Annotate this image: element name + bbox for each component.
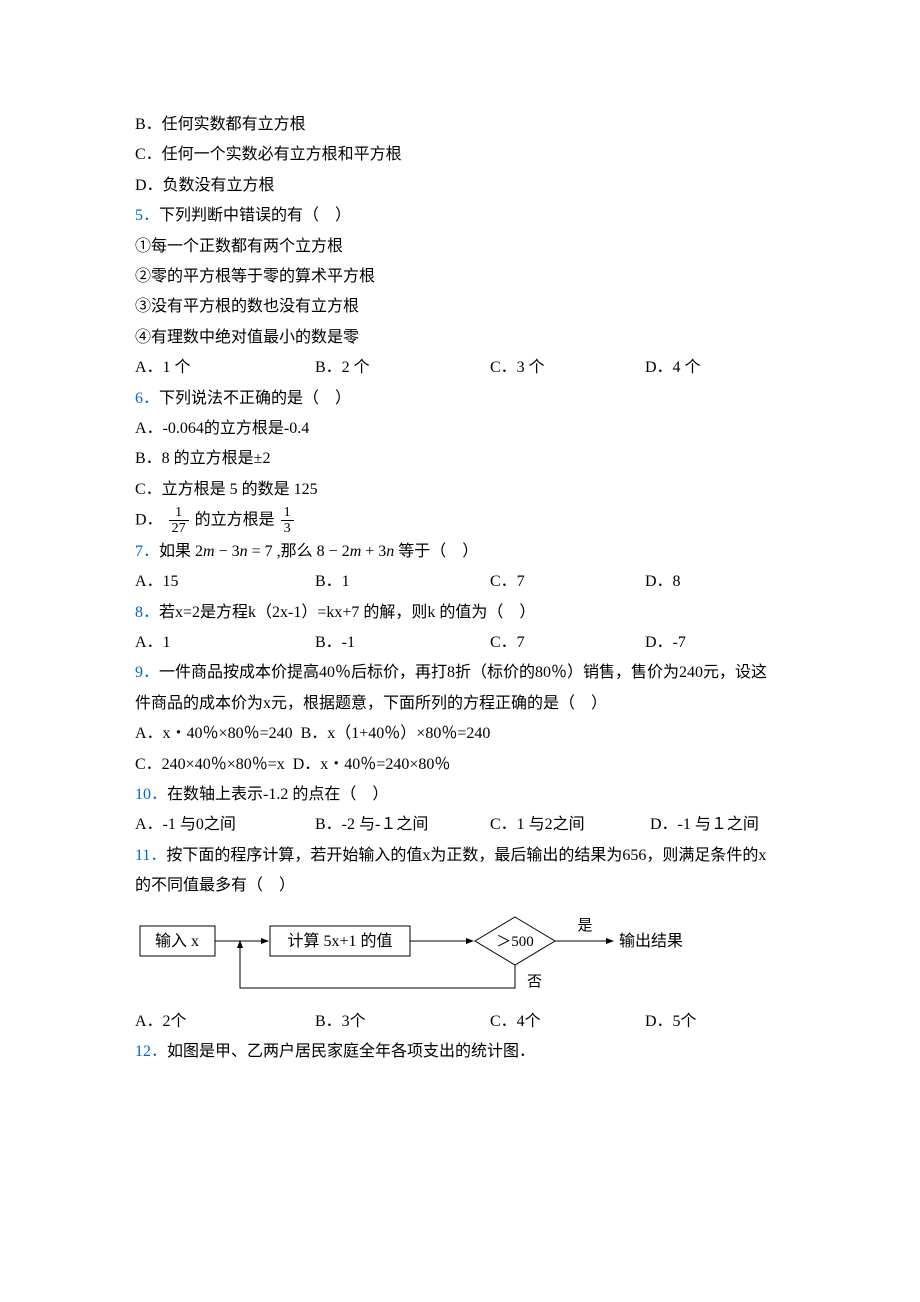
flow-no-label: 否 — [527, 974, 542, 990]
q7-m1: m — [203, 543, 215, 560]
q10-stem-text: 在数轴上表示-1.2 的点在（ ） — [167, 786, 388, 803]
q7-n1: n — [240, 543, 248, 560]
q7-e2a: 8 − 2 — [317, 543, 350, 560]
q9-stem1-text: 一件商品按成本价提高40％后标价，再打8折（标价的80％）销售，售价为240元，… — [159, 664, 767, 681]
q8-opt-c: C．7 — [490, 628, 645, 658]
flowchart-diagram: 输入 x 计算 5x+1 的值 ＞500 是 输出结果 否 — [135, 908, 785, 1003]
q9-stem2: 件商品的成本价为x元，根据题意，下面所列的方程正确的是（ ） — [135, 689, 785, 719]
q11-opt-c: C．4个 — [490, 1007, 645, 1037]
q10-opt-a: A．-1 与0之间 — [135, 810, 315, 840]
q9-opt-b: B．x（1+40％）×80％=240 — [301, 725, 491, 742]
q8-stem: 8．若x=2是方程k（2x-1）=kx+7 的解，则k 的值为（ ） — [135, 598, 785, 628]
q6-d-mid: 的立方根是 — [195, 512, 275, 529]
q9-opt-a: A．x・40％×80％=240 — [135, 725, 293, 742]
q7-opt-b: B．1 — [315, 567, 490, 597]
q11-opt-a: A．2个 — [135, 1007, 315, 1037]
fraction-1-27: 127 — [169, 505, 189, 537]
q9-stem1: 9．一件商品按成本价提高40％后标价，再打8折（标价的80％）销售，售价为240… — [135, 658, 785, 688]
q4-opt-b: B．任何实数都有立方根 — [135, 110, 785, 140]
q10-number: 10． — [135, 786, 167, 803]
exam-page: B．任何实数都有立方根 C．任何一个实数必有立方根和平方根 D．负数没有立方根 … — [0, 0, 920, 1127]
flow-box-calc-label: 计算 5x+1 的值 — [287, 931, 392, 950]
q10-opt-b: B．-2 与-１之间 — [315, 810, 490, 840]
q5-opt-b: B．2 个 — [315, 353, 490, 383]
q9-row1: A．x・40％×80％=240 B．x（1+40％）×80％=240 — [135, 719, 785, 749]
q9-opt-c: C．240×40％×80％=x — [135, 756, 285, 773]
q7-e2b: + 3 — [361, 543, 386, 560]
q8-stem-text: 若x=2是方程k（2x-1）=kx+7 的解，则k 的值为（ ） — [159, 604, 535, 621]
q10-stem: 10．在数轴上表示-1.2 的点在（ ） — [135, 780, 785, 810]
q8-opt-d: D．-7 — [645, 628, 785, 658]
q6-stem-text: 下列说法不正确的是（ ） — [159, 390, 351, 407]
q12-stem: 12．如图是甲、乙两户居民家庭全年各项支出的统计图． — [135, 1037, 785, 1067]
flow-yes-label: 是 — [577, 918, 592, 934]
q7-stem: 7．如果 2m − 3n = 7 ,那么 8 − 2m + 3n 等于（ ） — [135, 537, 785, 567]
q5-s3: ③没有平方根的数也没有立方根 — [135, 292, 785, 322]
q11-opt-b: B．3个 — [315, 1007, 490, 1037]
q7-opt-d: D．8 — [645, 567, 785, 597]
q5-s1: ①每一个正数都有两个立方根 — [135, 232, 785, 262]
q11-stem2: 的不同值最多有（ ） — [135, 871, 785, 901]
q5-s4: ④有理数中绝对值最小的数是零 — [135, 323, 785, 353]
q8-number: 8． — [135, 604, 159, 621]
frac-num: 1 — [281, 505, 294, 521]
q4-opt-c: C．任何一个实数必有立方根和平方根 — [135, 140, 785, 170]
q4-opt-d: D．负数没有立方根 — [135, 171, 785, 201]
flow-diamond-label: ＞500 — [496, 934, 534, 950]
fraction-1-3: 13 — [281, 505, 294, 537]
flow-box-input-label: 输入 x — [155, 932, 199, 950]
q5-s2: ②零的平方根等于零的算术平方根 — [135, 262, 785, 292]
q7-opt-c: C．7 — [490, 567, 645, 597]
q6-number: 6． — [135, 390, 159, 407]
q7-pre: 如果 — [159, 543, 195, 560]
q5-opt-d: D．4 个 — [645, 353, 785, 383]
q6-stem: 6．下列说法不正确的是（ ） — [135, 384, 785, 414]
q6-opt-d: D． 127 的立方根是 13 — [135, 505, 785, 537]
q5-stem-text: 下列判断中错误的有（ ） — [159, 207, 351, 224]
q5-number: 5． — [135, 207, 159, 224]
q5-opt-a: A．1 个 — [135, 353, 315, 383]
q6-opt-a: A．-0.064的立方根是-0.4 — [135, 414, 785, 444]
q9-row2: C．240×40％×80％=x D．x・40％=240×80％ — [135, 750, 785, 780]
frac-num: 1 — [169, 505, 189, 521]
q7-e1b: − 3 — [215, 543, 240, 560]
q8-opt-a: A．1 — [135, 628, 315, 658]
q9-number: 9． — [135, 664, 159, 681]
q7-opt-a: A．15 — [135, 567, 315, 597]
q8-opt-b: B．-1 — [315, 628, 490, 658]
q7-post: 等于（ ） — [394, 543, 478, 560]
q11-options: A．2个 B．3个 C．4个 D．5个 — [135, 1007, 785, 1037]
q6-d-pre: D． — [135, 512, 163, 529]
flowchart-svg: 输入 x 计算 5x+1 的值 ＞500 是 输出结果 否 — [135, 908, 695, 1003]
q5-opt-c: C．3 个 — [490, 353, 645, 383]
q7-number: 7． — [135, 543, 159, 560]
q7-e1c: = 7 — [248, 543, 273, 560]
q6-opt-c: C．立方根是 5 的数是 125 — [135, 475, 785, 505]
q11-opt-d: D．5个 — [645, 1007, 785, 1037]
frac-den: 27 — [169, 521, 189, 536]
q8-options: A．1 B．-1 C．7 D．-7 — [135, 628, 785, 658]
flow-output-label: 输出结果 — [619, 932, 683, 950]
q11-stem1: 11．按下面的程序计算，若开始输入的值x为正数，最后输出的结果为656，则满足条… — [135, 841, 785, 871]
q10-opt-d: D．-1 与１之间 — [650, 810, 785, 840]
q12-number: 12． — [135, 1043, 167, 1060]
frac-den: 3 — [281, 521, 294, 536]
q12-stem-text: 如图是甲、乙两户居民家庭全年各项支出的统计图． — [167, 1043, 535, 1060]
q9-opt-d: D．x・40％=240×80％ — [293, 756, 451, 773]
q7-m2: m — [350, 543, 362, 560]
q11-number: 11． — [135, 847, 166, 864]
q7-e1a: 2 — [195, 543, 203, 560]
q6-opt-b: B．8 的立方根是±2 — [135, 444, 785, 474]
q11-stem1-text: 按下面的程序计算，若开始输入的值x为正数，最后输出的结果为656，则满足条件的x — [166, 847, 766, 864]
q7-options: A．15 B．1 C．7 D．8 — [135, 567, 785, 597]
q5-stem: 5．下列判断中错误的有（ ） — [135, 201, 785, 231]
q10-options: A．-1 与0之间 B．-2 与-１之间 C．1 与2之间 D．-1 与１之间 — [135, 810, 785, 840]
q7-mid: ,那么 — [273, 543, 317, 560]
q10-opt-c: C．1 与2之间 — [490, 810, 650, 840]
q5-options: A．1 个 B．2 个 C．3 个 D．4 个 — [135, 353, 785, 383]
